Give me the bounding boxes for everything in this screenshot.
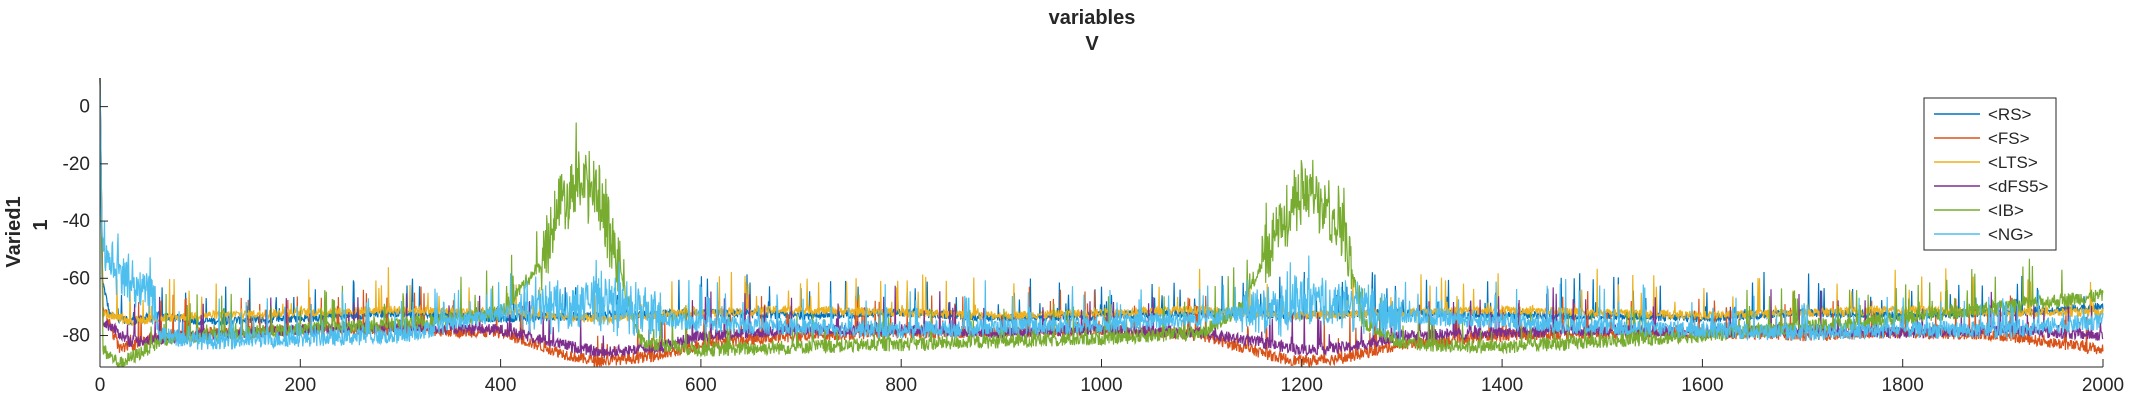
x-tick-label: 1400 — [1481, 375, 1523, 396]
axes: 0 200 400 600 800 1000 1200 1400 1600 1800 2000 0 -2… — [63, 78, 2124, 396]
y-axis-label-value: 1 — [30, 219, 52, 230]
legend-label: <FS> — [1988, 129, 2030, 148]
series-line-ng — [99, 77, 2104, 350]
legend: <RS> <FS> <LTS> <dFS5> <IB> <NG> — [1923, 97, 2057, 251]
x-tick-label: 1600 — [1681, 375, 1723, 396]
x-tick-label: 1800 — [1882, 375, 1924, 396]
x-tick-label: 0 — [95, 375, 106, 396]
series-line-ib — [99, 77, 2104, 368]
x-tick-label: 400 — [485, 375, 517, 396]
y-tick-label: 0 — [79, 97, 90, 118]
chart-subtitle: V — [1085, 33, 1099, 55]
legend-label: <IB> — [1988, 201, 2024, 220]
x-tick-label: 1000 — [1080, 375, 1122, 396]
x-tick-label: 600 — [685, 375, 717, 396]
y-tick-label: -20 — [63, 154, 90, 175]
legend-label: <LTS> — [1988, 153, 2038, 172]
chart-title: variables — [1049, 7, 1136, 29]
legend-label: <RS> — [1988, 105, 2032, 124]
x-tick-label: 1200 — [1281, 375, 1323, 396]
x-tick-label: 800 — [885, 375, 917, 396]
y-tick-label: -60 — [63, 268, 90, 289]
x-tick-label: 2000 — [2082, 375, 2124, 396]
legend-label: <dFS5> — [1988, 177, 2049, 196]
x-tick-label: 200 — [284, 375, 316, 396]
legend-box — [1923, 97, 2057, 251]
legend-label: <NG> — [1988, 225, 2033, 244]
y-tick-label: -40 — [63, 211, 90, 232]
y-axis-label: Varied1 — [3, 196, 25, 267]
y-axis-label-value-group: 1 — [30, 219, 52, 230]
plot-area — [99, 77, 2104, 369]
y-tick-label: -80 — [63, 326, 90, 347]
y-axis-label-name: Varied1 — [3, 196, 25, 267]
